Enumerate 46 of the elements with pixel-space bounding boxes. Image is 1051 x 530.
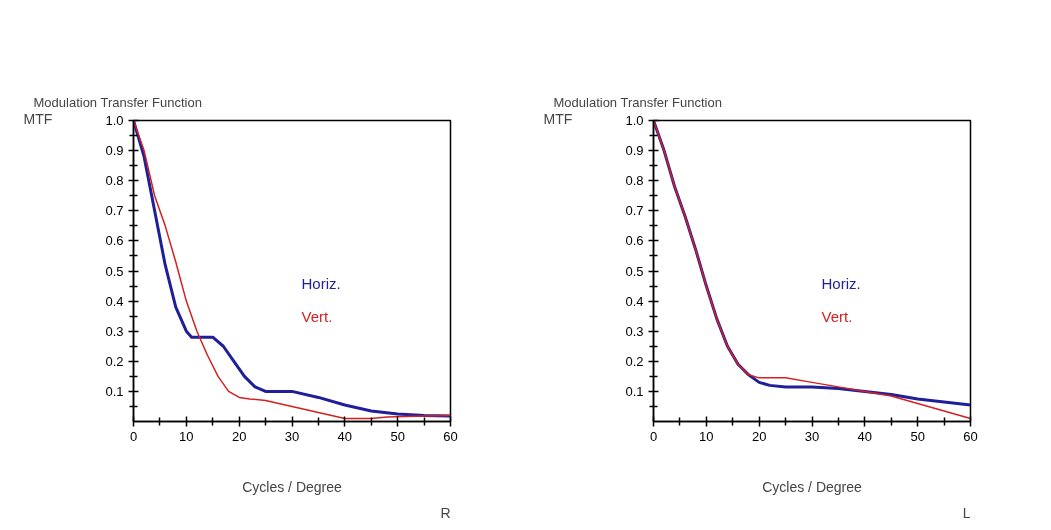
x-tick-label: 30	[284, 428, 300, 444]
y-tick-label: 1.0	[105, 113, 124, 128]
x-tick-label: 60	[963, 428, 978, 444]
text: Vert.	[821, 308, 853, 326]
y-tick-label: 0.6	[105, 233, 124, 249]
y-tick-label: 0.2	[625, 353, 644, 369]
y-tick-label: 0.4	[625, 293, 644, 309]
y-tick-label: 0.1	[625, 383, 644, 399]
y-axis-title: MTF	[23, 110, 53, 127]
text: R	[440, 504, 451, 521]
y-tick-label: 0.1	[105, 383, 124, 399]
text: Vert.	[301, 308, 333, 326]
x-tick-label: 50	[910, 428, 925, 444]
y-tick-label: 0.3	[625, 323, 644, 339]
y-tick-label: 0.9	[625, 143, 644, 159]
y-tick-label: 0.8	[105, 173, 124, 189]
x-axis-title: Cycles / Degree	[242, 478, 343, 495]
y-axis-title: MTF	[543, 110, 573, 127]
x-tick-label: 0	[129, 428, 138, 444]
x-tick-label: 20	[231, 428, 247, 444]
y-tick-label: 0.9	[105, 143, 124, 159]
y-tick-label: 0.7	[625, 203, 644, 219]
y-tick-label: 0.5	[625, 263, 644, 279]
text: Horiz.	[821, 275, 861, 293]
x-tick-label: 40	[857, 428, 873, 444]
text: L	[962, 504, 971, 521]
y-tick-label: 0.3	[105, 323, 124, 339]
y-tick-label: 0.2	[105, 353, 124, 369]
chart-title: Modulation Transfer Function	[553, 94, 722, 110]
x-tick-label: 60	[443, 428, 458, 444]
x-tick-label: 10	[699, 428, 714, 444]
y-tick-label: 0.6	[625, 233, 644, 249]
y-tick-label: 0.8	[625, 173, 644, 189]
text: Horiz.	[301, 275, 341, 293]
x-tick-label: 20	[751, 428, 767, 444]
x-axis-title: Cycles / Degree	[762, 478, 863, 495]
x-tick-label: 40	[337, 428, 353, 444]
x-tick-label: 10	[179, 428, 194, 444]
y-tick-label: 1.0	[625, 113, 644, 128]
x-tick-label: 30	[804, 428, 820, 444]
x-tick-label: 50	[390, 428, 405, 444]
y-tick-label: 0.4	[105, 293, 124, 309]
x-tick-label: 0	[649, 428, 658, 444]
y-tick-label: 0.5	[105, 263, 124, 279]
chart-title: Modulation Transfer Function	[33, 94, 202, 110]
y-tick-label: 0.7	[105, 203, 124, 219]
